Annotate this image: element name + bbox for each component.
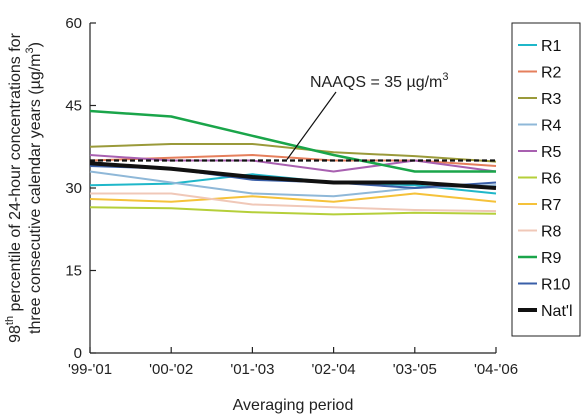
legend-label: R2 [541,65,562,82]
series-line-r3 [89,143,497,163]
legend-label: R9 [541,250,562,267]
legend-label: R7 [541,197,562,214]
x-tick-label: '99-'01 [68,361,112,378]
legend-label: R6 [541,171,562,188]
y-axis-label-line2: three consecutive calendar years (µg/m3) [24,42,44,334]
axes: 0 15 30 45 60 '99-'01 '00-'02 '01-'03 '02-'04 '03… [65,15,518,378]
naaqs-leader-line [286,91,337,160]
legend-label: Nat'l [541,303,573,320]
x-tick-label: '01-'03 [230,361,274,378]
x-tick-label: '03-'05 [393,361,437,378]
y-axis-label-line1: 98th percentile of 24-hour concentration… [4,32,24,342]
x-tick-label: '04-'06 [474,361,518,378]
series-line-r9 [89,109,496,173]
y-tick-label: 0 [74,345,82,362]
legend-label: R8 [541,224,562,241]
series-lines: NAAQS = 35 µg/m3 [89,71,497,216]
y-tick-label: 60 [65,15,82,32]
legend-label: R1 [541,38,562,55]
series-line-r6 [89,206,497,216]
x-tick-label: '02-'04 [312,361,356,378]
y-tick-label: 45 [65,98,82,115]
legend-label: R3 [541,91,562,108]
x-axis-label: Averaging period [233,397,354,414]
legend: R1 R2 R3 R4 R5 R6 R7 R8 R9 R10 Nat'l [511,22,581,337]
series-line-r8 [90,192,497,213]
legend-label: R5 [541,144,562,161]
series-line-natl [89,161,497,190]
legend-label: R4 [541,118,562,135]
naaqs-label: NAAQS = 35 µg/m3 [310,71,449,91]
x-tick-label: '00-'02 [149,361,193,378]
y-tick-label: 15 [65,263,82,280]
y-tick-label: 30 [65,180,82,197]
legend-label: R10 [541,277,570,294]
series-line-r7 [89,192,497,203]
axis-labels: Averaging period 98th percentile of 24-ho… [4,32,353,414]
